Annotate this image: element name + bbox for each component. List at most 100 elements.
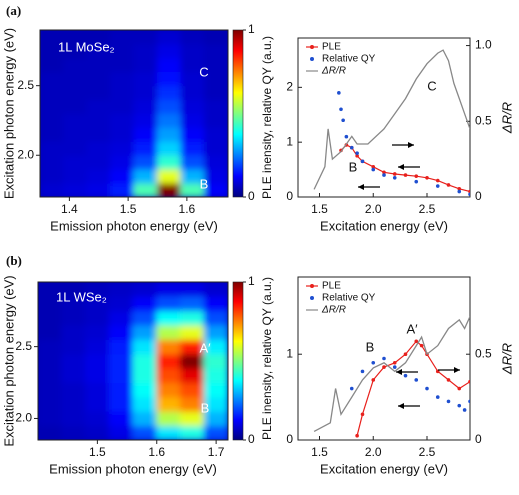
- annotation: C: [427, 78, 436, 93]
- y-tick-label: 2.5: [17, 78, 34, 92]
- heat-cell: [132, 295, 158, 312]
- heat-cell: [110, 168, 135, 184]
- heat-cell: [110, 182, 135, 197]
- heat-cell: [38, 367, 63, 384]
- heat-cell: [203, 367, 228, 384]
- heat-cell: [203, 338, 228, 355]
- heat-cell: [108, 338, 134, 355]
- series-point: [382, 173, 386, 177]
- series-point: [435, 395, 440, 399]
- arrow-head: [396, 369, 402, 375]
- heat-cell: [108, 282, 134, 297]
- panel-label: (a): [6, 3, 21, 18]
- heat-cell: [63, 43, 88, 59]
- series-point: [446, 399, 451, 404]
- heat-cell: [63, 140, 88, 156]
- heatmap-area: [38, 282, 228, 440]
- heat-cell: [108, 295, 134, 312]
- heat-cell: [157, 113, 182, 128]
- y-axis-label: Excitation photon energy (eV): [1, 275, 16, 446]
- heat-cell: [86, 182, 111, 197]
- heat-cell: [108, 367, 134, 384]
- heat-cell: [156, 382, 181, 398]
- heat-cell: [86, 57, 111, 73]
- series-point: [341, 118, 345, 123]
- series-point: [425, 386, 429, 391]
- annotation: B: [349, 159, 358, 174]
- series-point: [360, 369, 365, 374]
- heatmap-area: [40, 30, 228, 197]
- legend-label: ΔR/R: [321, 305, 346, 316]
- series-point: [392, 176, 397, 180]
- heat-cell: [157, 71, 182, 87]
- heat-cell: [180, 30, 205, 45]
- heat-cell: [133, 154, 158, 170]
- x-axis-label: Emission photon energy (eV): [49, 461, 217, 476]
- heat-cell: [61, 324, 86, 340]
- heat-cell: [132, 282, 158, 297]
- heat-cell: [180, 353, 205, 369]
- x-axis-label: Excitation energy (eV): [320, 461, 448, 476]
- heat-cell: [203, 324, 228, 340]
- heat-cell: [85, 353, 110, 369]
- heat-cell: [63, 154, 88, 170]
- heat-cell: [180, 410, 205, 427]
- heat-cell: [180, 99, 205, 114]
- y-tick-label: 0: [286, 432, 293, 446]
- colorbar: [232, 281, 244, 441]
- heat-cell: [38, 310, 63, 326]
- series-point: [468, 399, 470, 404]
- y-tick-label: 2: [286, 80, 293, 94]
- heat-cell: [132, 382, 158, 398]
- heat-cell: [156, 396, 181, 412]
- heat-cell: [156, 425, 181, 440]
- series-point: [355, 433, 359, 438]
- heat-cell: [180, 113, 205, 128]
- heat-cell: [204, 43, 228, 59]
- arrow-head: [358, 184, 364, 190]
- heat-cell: [110, 43, 135, 59]
- heat-cell: [156, 310, 181, 326]
- series-point: [339, 107, 343, 112]
- heat-cell: [180, 282, 205, 297]
- heat-cell: [133, 43, 158, 59]
- series-point: [382, 170, 386, 175]
- heat-cell: [40, 57, 64, 73]
- series-point: [392, 360, 397, 365]
- heat-cell: [86, 154, 111, 170]
- x-tick-label: 2.0: [365, 202, 382, 216]
- heat-cell: [133, 57, 158, 73]
- heat-cell: [132, 396, 158, 412]
- legend-label: ΔR/R: [321, 66, 346, 77]
- colorbar-tick-label: 1: [248, 274, 255, 288]
- heat-cell: [133, 168, 158, 184]
- heat-cell: [63, 85, 88, 101]
- heat-cell: [86, 99, 111, 114]
- series-point: [355, 154, 359, 158]
- heat-cell: [85, 324, 110, 340]
- y-tick-label: 1: [286, 134, 293, 148]
- heat-cell: [61, 367, 86, 384]
- series-point: [360, 159, 365, 164]
- y-tick-label: 2.5: [15, 339, 32, 353]
- y2-tick-label: 0.5: [475, 113, 492, 127]
- series-point: [435, 184, 440, 188]
- y2-tick-label: 0.5: [475, 346, 492, 360]
- legend-marker: [310, 284, 314, 288]
- heat-cell: [85, 367, 110, 384]
- heat-cell: [180, 338, 205, 355]
- heat-cell: [133, 182, 158, 197]
- series-point: [468, 189, 470, 194]
- heat-cell: [61, 310, 86, 326]
- heat-cell: [204, 126, 228, 142]
- heat-cell: [180, 367, 205, 384]
- heat-cell: [157, 168, 182, 184]
- heat-cell: [63, 30, 88, 45]
- heat-cell: [132, 324, 158, 340]
- heat-cell: [132, 353, 158, 369]
- x-tick-label: 1.7: [208, 445, 225, 459]
- heat-cell: [86, 126, 111, 142]
- series-line: [340, 144, 470, 193]
- heat-cell: [203, 410, 228, 427]
- series-point: [446, 378, 451, 382]
